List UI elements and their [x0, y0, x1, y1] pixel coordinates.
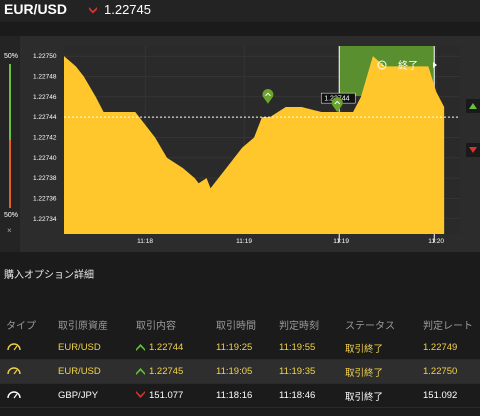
x-tick-label: 11:19 — [333, 238, 349, 245]
col-judge-time: 判定時刻 — [279, 320, 319, 332]
row-judge-rate: 151.092 — [423, 390, 458, 401]
row-asset: GBP/JPY — [58, 390, 99, 401]
end-button[interactable]: 終了 — [377, 59, 437, 72]
up-arrow-icon — [136, 368, 145, 376]
y-tick-label: 1.22740 — [33, 155, 57, 162]
y-tick-label: 1.22734 — [33, 216, 57, 223]
gauge-icon — [7, 391, 21, 399]
gauge-icon — [7, 367, 21, 375]
gauge-down-bar — [9, 140, 11, 208]
col-status: ステータス — [345, 320, 395, 332]
y-tick-label: 1.22746 — [33, 94, 57, 101]
row-status: 取引終了 — [345, 391, 384, 403]
col-time: 取引時間 — [216, 320, 256, 332]
entry-marker — [331, 97, 343, 112]
table-row[interactable]: GBP/JPY 151.077 11:18:16 11:18:46 取引終了 1… — [0, 384, 480, 408]
details-title: 購入オプション詳細 — [4, 270, 94, 281]
entry-markers — [262, 89, 343, 112]
price-chart[interactable]: 50% 50% × 1.22750 1.22748 1.22746 1.22744 1.… — [0, 36, 480, 252]
y-tick-label: 1.22744 — [33, 114, 57, 121]
row-status: 取引終了 — [345, 367, 384, 379]
down-arrow-icon — [469, 147, 477, 153]
row-time: 11:18:16 — [216, 390, 253, 401]
put-button[interactable] — [466, 143, 480, 157]
x-tick-label: 11:19 — [236, 238, 252, 245]
row-rate: 1.22745 — [149, 366, 184, 377]
y-tick-label: 1.22742 — [33, 134, 57, 141]
up-arrow-icon — [469, 103, 477, 109]
x-tick-label: 11:18 — [137, 238, 153, 245]
trade-table: タイプ 取引原資産 取引内容 取引時間 判定時刻 ステータス 判定レート EUR… — [0, 312, 480, 408]
row-judge-time: 11:18:46 — [279, 390, 316, 401]
y-axis-labels: 1.22750 1.22748 1.22746 1.22744 1.22742 1.227… — [33, 53, 57, 223]
current-rate: 1.22745 — [104, 2, 151, 17]
clock-icon — [377, 60, 387, 70]
up-arrow-icon — [136, 344, 145, 352]
table-row[interactable]: EUR/USD 1.22744 11:19:25 11:19:55 取引終了 1… — [0, 336, 480, 360]
gauge-icon — [7, 343, 21, 351]
col-type: タイプ — [6, 320, 36, 332]
gauge-top-label: 50% — [4, 53, 18, 60]
pair-title: EUR/USD — [4, 1, 68, 17]
gauge-bottom-label: 50% — [4, 212, 18, 219]
row-time: 11:19:05 — [216, 366, 253, 377]
row-judge-rate: 1.22750 — [423, 366, 458, 377]
row-judge-rate: 1.22749 — [423, 342, 458, 353]
top-bar: EUR/USD 1.22745 — [0, 0, 480, 22]
x-axis-labels: 11:18 11:19 11:19 11:20 — [137, 238, 444, 245]
row-asset: EUR/USD — [58, 366, 101, 377]
row-time: 11:19:25 — [216, 342, 253, 353]
play-icon — [433, 62, 437, 68]
col-content: 取引内容 — [136, 320, 176, 332]
entry-marker — [262, 89, 274, 104]
chart-canvas[interactable]: 50% 50% × 1.227501.227481.227461.227441.… — [0, 36, 480, 252]
down-arrow-icon — [136, 391, 145, 399]
row-asset: EUR/USD — [58, 342, 101, 353]
row-rate: 151.077 — [149, 390, 184, 401]
col-judge-rate: 判定レート — [423, 320, 473, 332]
price-area — [64, 56, 445, 234]
down-arrow-icon — [89, 7, 97, 14]
y-tick-label: 1.22748 — [33, 73, 57, 80]
col-asset: 取引原資産 — [58, 320, 108, 332]
call-button[interactable] — [466, 99, 480, 113]
row-judge-time: 11:19:55 — [279, 342, 316, 353]
end-label: 終了 — [398, 59, 418, 72]
gauge-up-bar — [9, 64, 11, 140]
table-header: タイプ 取引原資産 取引内容 取引時間 判定時刻 ステータス 判定レート — [0, 312, 480, 336]
row-rate: 1.22744 — [149, 342, 184, 353]
row-status: 取引終了 — [345, 343, 384, 355]
table-row[interactable]: EUR/USD 1.22745 11:19:05 11:19:35 取引終了 1… — [0, 360, 480, 384]
gauge-close-button[interactable]: × — [7, 226, 12, 235]
row-judge-time: 11:19:35 — [279, 366, 316, 377]
y-tick-label: 1.22736 — [33, 195, 57, 202]
x-tick-label: 11:20 — [428, 238, 444, 245]
y-tick-label: 1.22750 — [33, 53, 57, 60]
y-tick-label: 1.22738 — [33, 175, 57, 182]
